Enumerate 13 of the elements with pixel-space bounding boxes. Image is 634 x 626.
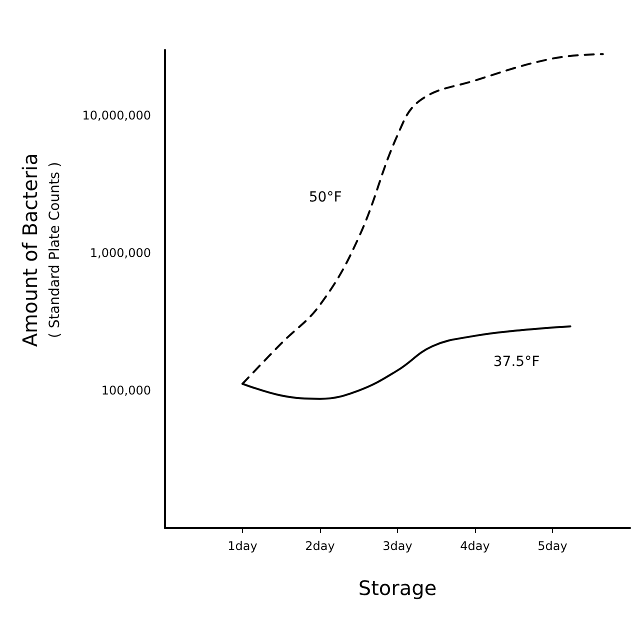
x-tick-label: 3day bbox=[382, 539, 412, 553]
x-axis-title: Storage bbox=[358, 576, 437, 600]
y-tick-label: 10,000,000 bbox=[82, 108, 151, 123]
x-tick-label: 2day bbox=[305, 539, 335, 553]
text: 50°F bbox=[308, 189, 342, 206]
y-axis-title: Amount of Bacteria bbox=[18, 153, 42, 347]
x-tick-label: 1day bbox=[228, 539, 258, 553]
text: ( Standard Plate Counts ) bbox=[47, 162, 63, 338]
series-label: 37.5°F bbox=[493, 354, 540, 370]
y-tick-label: 100,000 bbox=[101, 384, 151, 398]
y-tick-label: 1,000,000 bbox=[90, 246, 151, 260]
x-tick-label: 4day bbox=[460, 539, 490, 553]
x-tick-label: 5day bbox=[538, 539, 568, 553]
